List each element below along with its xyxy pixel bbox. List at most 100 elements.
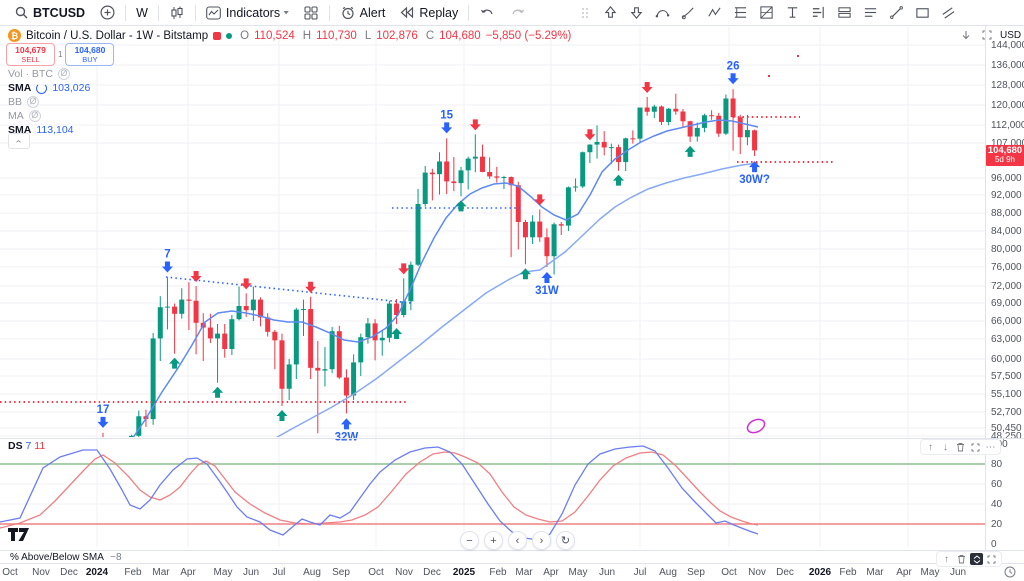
delete-pane-icon[interactable] [954,441,967,453]
price-tick-label: 112,000 [991,120,1024,131]
pane-divider[interactable] [0,438,1024,439]
compare-add-button[interactable] [92,3,122,23]
price-tick-label: 52,700 [991,407,1022,418]
volume-profile-tool-icon[interactable] [810,4,827,21]
drag-handle-icon[interactable] [576,4,593,21]
undo-button[interactable] [472,3,502,23]
scale-down-icon[interactable] [958,27,974,43]
timeframe-button[interactable]: W [129,4,155,22]
quantity-value[interactable]: 1 [58,50,63,59]
maximize-pane-icon[interactable] [969,441,982,453]
parallel-channel-tool-icon[interactable] [940,4,957,21]
collapse-legend-button[interactable]: › [8,133,30,149]
price-tick-label: 76,000 [991,262,1022,273]
buy-button[interactable]: 104,680 BUY [65,43,115,66]
time-tick-label: Apr [543,567,559,578]
time-tick-label: Mar [152,567,170,578]
scroll-right-button[interactable]: › [532,531,551,550]
eye-hidden-icon[interactable]: Ø [28,110,41,122]
layout-grid-button[interactable] [296,3,326,23]
move-pane-up-icon[interactable]: ↑ [944,553,949,565]
pane-more-icon[interactable]: ⋯ [985,441,996,453]
time-tick-label: May [568,567,588,578]
ds-param2: 11 [34,440,46,452]
indicator-row-ma[interactable]: MA Ø [8,110,41,122]
ds-label: DS [8,440,23,452]
price-axis-header: USD ▾ [958,27,1024,43]
sell-button[interactable]: 104,679 SELL [6,43,55,66]
price-axis-divider[interactable] [985,26,986,563]
symbol-name: BTCUSD [33,5,86,20]
drawn-lines[interactable] [0,116,833,403]
replay-button[interactable]: Replay [392,3,465,23]
fib-retracement-tool-icon[interactable] [732,4,749,21]
time-tick-label: Sep [332,567,350,578]
labeled-arrows[interactable]: 17 7 15 26 32W 31W 30W? [97,60,770,443]
symbol-search-button[interactable]: BTCUSD [6,3,92,23]
time-tick-label: Apr [180,567,196,578]
curve-tool-icon[interactable] [654,4,671,21]
redo-button[interactable] [502,3,532,23]
grid-layout-icon [303,5,319,21]
rectangle-tool-icon[interactable] [914,4,931,21]
tradingview-logo[interactable] [8,528,30,544]
arrow-down-tool-icon[interactable] [628,4,645,21]
delete-pane-icon[interactable] [955,553,968,565]
eye-hidden-icon[interactable]: Ø [27,96,40,108]
move-pane-up-icon[interactable]: ↑ [928,441,933,453]
indicator-row-volume[interactable]: Vol · BTC Ø [8,68,70,80]
trade-panel: 104,679 SELL 1 104,680 BUY [6,43,115,66]
time-axis[interactable]: Oct Nov Dec 2024 Feb Mar Apr May Jun Jul Aug Sep Oct… [0,563,1024,581]
brush-tool-icon[interactable] [680,4,697,21]
ohlc-open-value: 110,524 [254,29,295,42]
arrow-up-tool-icon[interactable] [602,4,619,21]
timezone-clock-icon[interactable] [1004,566,1016,581]
indicator-row-bb[interactable]: BB Ø [8,96,40,108]
pct-sma-pane-legend[interactable]: % Above/Below SMA −8 [10,552,122,563]
symbol-legend[interactable]: ₿ Bitcoin / U.S. Dollar - 1W - Bitstamp … [8,29,571,42]
time-tick-label: Jun [949,567,967,578]
signal-arrows[interactable] [169,82,696,421]
time-tick-label: Dec [423,567,441,578]
text-anchor-tool-icon[interactable] [784,4,801,21]
zoom-in-button[interactable]: + [484,531,503,550]
sell-label: SELL [21,54,40,64]
time-tick-label: Feb [839,567,857,578]
redo-icon [509,5,525,21]
plus-circle-icon [99,5,115,21]
price-axis[interactable]: 144,000 136,000 128,000 120,000 112,000 107,0… [986,26,1024,563]
scale-expand-icon[interactable] [979,27,995,43]
scroll-left-button[interactable]: ‹ [508,531,527,550]
chart-style-button[interactable] [162,3,192,23]
expand-pane-toggle[interactable] [970,553,983,565]
polyline-tool-icon[interactable] [706,4,723,21]
indicator-row-sma1[interactable]: SMA 103,026 [8,82,90,94]
move-pane-down-icon[interactable]: ↓ [943,441,948,453]
ds-indicator-legend[interactable]: DS 7 11 [8,440,45,452]
long-position-tool-icon[interactable] [836,4,853,21]
eye-hidden-icon[interactable]: Ø [57,68,70,80]
ds-pane-controls: ↑ ↓ ⋯ [920,439,1001,455]
ellipse-drawing[interactable] [745,417,766,435]
indicators-button[interactable]: Indicators ▾ [199,3,296,23]
short-position-tool-icon[interactable] [862,4,879,21]
time-tick-label: Oct [721,567,737,578]
time-tick-label: Jun [598,567,616,578]
alert-button[interactable]: Alert [333,3,393,23]
price-tick-label: 96,000 [991,173,1022,184]
toolbar-separator [468,4,470,21]
time-tick-label: Feb [489,567,507,578]
maximize-pane-icon[interactable] [985,553,998,565]
market-status-icon [226,32,233,39]
chevron-up-icon: › [13,139,25,144]
gann-box-tool-icon[interactable] [758,4,775,21]
reset-chart-button[interactable]: ↻ [556,531,575,550]
buy-price: 104,680 [74,45,106,55]
price-tick-label: 60,000 [991,354,1022,365]
zoom-out-button[interactable]: − [460,531,479,550]
price-tick-label: 57,500 [991,371,1022,382]
pane-divider[interactable] [0,550,1024,551]
currency-selector[interactable]: USD [1000,29,1022,41]
trend-line-tool-icon[interactable] [888,4,905,21]
